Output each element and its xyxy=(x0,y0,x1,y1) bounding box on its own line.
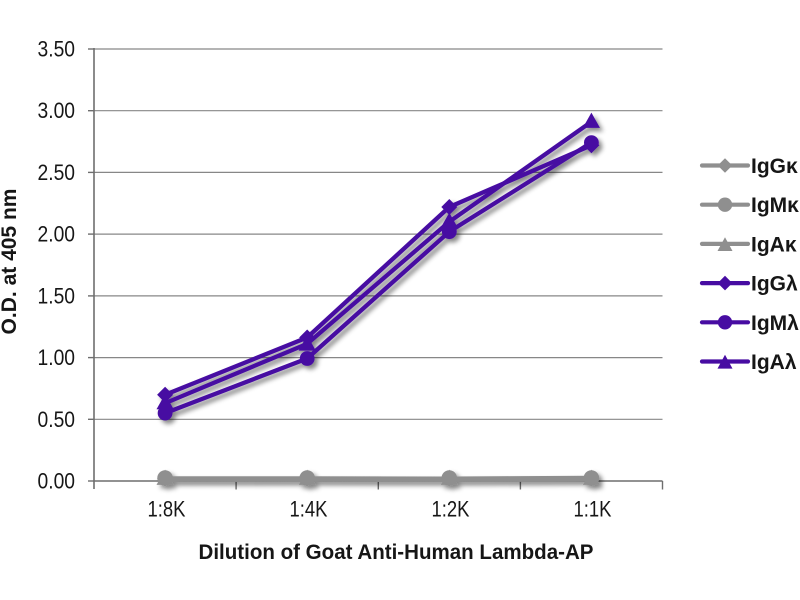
svg-text:IgMλ: IgMλ xyxy=(751,312,799,335)
svg-text:IgAλ: IgAλ xyxy=(751,351,797,374)
svg-text:3.50: 3.50 xyxy=(38,37,76,62)
svg-text:1:4K: 1:4K xyxy=(290,497,328,522)
svg-text:1:2K: 1:2K xyxy=(432,497,470,522)
svg-text:IgAκ: IgAκ xyxy=(751,233,797,256)
svg-text:O.D. at 405 nm: O.D. at 405 nm xyxy=(0,189,21,335)
svg-text:0.00: 0.00 xyxy=(38,469,76,494)
svg-text:IgMκ: IgMκ xyxy=(751,194,799,217)
svg-text:1:8K: 1:8K xyxy=(148,497,186,522)
svg-text:1.00: 1.00 xyxy=(38,345,76,370)
svg-text:IgGκ: IgGκ xyxy=(751,155,798,178)
svg-text:IgGλ: IgGλ xyxy=(751,273,798,296)
svg-text:3.00: 3.00 xyxy=(38,98,76,123)
svg-text:2.50: 2.50 xyxy=(38,160,76,185)
svg-text:1.50: 1.50 xyxy=(38,283,76,308)
svg-text:0.50: 0.50 xyxy=(38,407,76,432)
svg-text:1:1K: 1:1K xyxy=(574,497,612,522)
svg-text:Dilution of Goat Anti-Human La: Dilution of Goat Anti-Human Lambda-AP xyxy=(199,540,594,564)
svg-text:2.00: 2.00 xyxy=(38,222,76,247)
